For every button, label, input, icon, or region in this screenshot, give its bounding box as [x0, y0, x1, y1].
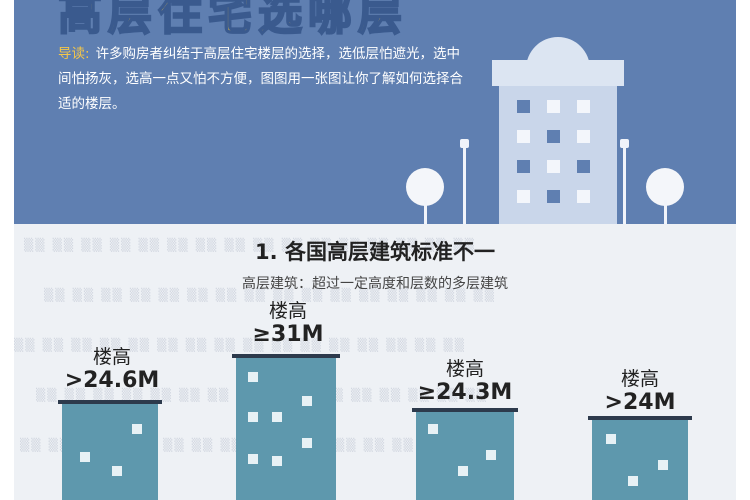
window [547, 100, 560, 113]
window [517, 130, 530, 143]
tree-icon [406, 168, 444, 206]
window [112, 466, 122, 476]
watermark-pattern: ▒▒ ▒▒ ▒▒ ▒▒ ▒▒ ▒▒ ▒▒ ▒▒ ▒▒ ▒▒ ▒▒ ▒▒ ▒▒ ▒… [44, 288, 496, 302]
street-lamp-icon [620, 139, 629, 148]
tree-trunk [424, 200, 427, 224]
window [517, 190, 530, 203]
window [302, 438, 312, 448]
window [577, 190, 590, 203]
window [547, 130, 560, 143]
page-title: 高层住宅选哪层 [57, 0, 408, 41]
header-banner: 高层住宅选哪层 导读: 许多购房者纠结于高层住宅楼层的选择，选低层怕遮光，选中间怕… [14, 0, 736, 224]
window [80, 452, 90, 462]
window [248, 372, 258, 382]
window [302, 396, 312, 406]
building-block-2 [236, 358, 336, 500]
building-label-value: ≥24.3M [417, 380, 513, 405]
tree-icon [646, 168, 684, 206]
street-lamp-pole [463, 146, 466, 224]
building-cap [232, 354, 340, 358]
building-label-value: >24M [604, 390, 676, 415]
window [658, 460, 668, 470]
window [248, 412, 258, 422]
window [272, 456, 282, 466]
watermark-pattern: ▒▒ ▒▒ ▒▒ ▒▒ ▒▒ ▒▒ ▒▒ ▒▒ ▒▒ ▒▒ ▒▒ ▒▒ ▒▒ ▒… [24, 238, 476, 252]
intro-tag: 导读: [58, 46, 90, 62]
window [248, 454, 258, 464]
building-label-top: 楼高 [92, 346, 131, 368]
building-label-top: 楼高 [620, 368, 659, 390]
building-label-value: >24.6M [64, 368, 160, 393]
building-block-1 [62, 404, 158, 500]
street-lamp-pole [623, 146, 626, 224]
building-label-top: 楼高 [445, 358, 484, 380]
building-block-4 [592, 420, 688, 500]
window [517, 100, 530, 113]
building-label-value: ≥31M [252, 322, 324, 347]
building-label-1: 楼高 >24.6M [60, 346, 164, 394]
building-label-3: 楼高 ≥24.3M [410, 358, 520, 406]
building-cap [58, 400, 162, 404]
window [458, 466, 468, 476]
watermark-pattern: ▒▒ ▒▒ ▒▒ ▒▒ ▒▒ ▒▒ ▒▒ ▒▒ ▒▒ ▒▒ ▒▒ ▒▒ ▒▒ ▒… [14, 338, 466, 352]
window [577, 100, 590, 113]
building-roof [492, 60, 624, 86]
window [628, 476, 638, 486]
building-label-2: 楼高 ≥31M [236, 300, 340, 348]
window [132, 424, 142, 434]
window [606, 434, 616, 444]
window [517, 160, 530, 173]
window [272, 412, 282, 422]
window [547, 190, 560, 203]
building-label-top: 楼高 [268, 300, 307, 322]
window [547, 160, 560, 173]
window [428, 424, 438, 434]
window [577, 160, 590, 173]
building-cap [412, 408, 518, 412]
tree-trunk [664, 200, 667, 224]
window [577, 130, 590, 143]
building-body [499, 86, 617, 224]
building-cap [588, 416, 692, 420]
section-title: 1. 各国高层建筑标准不一 [255, 240, 495, 264]
intro-text: 许多购房者纠结于高层住宅楼层的选择，选低层怕遮光，选中间怕扬灰，选高一点又怕不方… [58, 46, 463, 112]
window [486, 450, 496, 460]
intro-paragraph: 导读: 许多购房者纠结于高层住宅楼层的选择，选低层怕遮光，选中间怕扬灰，选高一点又… [58, 42, 468, 117]
building-block-3 [416, 412, 514, 500]
street-lamp-icon [460, 139, 469, 148]
section-subtitle: 高层建筑：超过一定高度和层数的多层建筑 [242, 276, 508, 292]
building-label-4: 楼高 >24M [588, 368, 692, 416]
